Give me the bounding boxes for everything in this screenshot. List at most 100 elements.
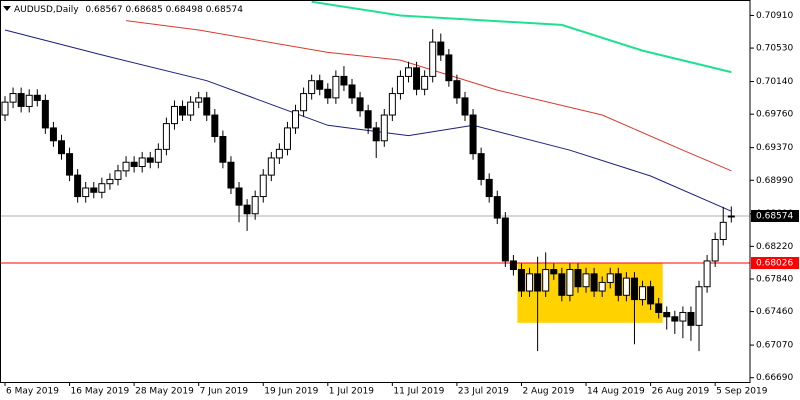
candle-body	[324, 88, 332, 99]
candle-body	[590, 273, 598, 292]
y-tick-label: 0.69760	[756, 110, 793, 120]
y-tick-label: 0.70530	[756, 44, 793, 54]
candle-body	[542, 269, 550, 292]
candle-body	[162, 123, 170, 150]
candle-body	[259, 174, 267, 198]
x-tick-label: 2 Aug 2019	[522, 387, 574, 397]
low-value: 0.68498	[166, 5, 203, 15]
candle-body	[679, 311, 687, 322]
candle-body	[82, 187, 90, 198]
candle-body	[372, 127, 380, 142]
candle-body	[227, 161, 235, 189]
candle-body	[703, 260, 711, 288]
candle-body	[17, 93, 25, 107]
candle-body	[211, 114, 219, 137]
candle-body	[187, 101, 195, 116]
x-tick-label: 19 Jun 2019	[264, 387, 318, 397]
moving-average	[311, 0, 732, 74]
candle-body	[574, 269, 582, 288]
candle-body	[614, 273, 622, 296]
candle-body	[179, 105, 187, 116]
x-tick-label: 6 May 2019	[6, 387, 59, 397]
y-tick-label: 0.69370	[756, 143, 793, 153]
candle-body	[267, 157, 275, 176]
x-tick-label: 16 May 2019	[71, 387, 130, 397]
candle-body	[639, 286, 647, 301]
candle-body	[292, 110, 300, 129]
candle-body	[671, 316, 679, 322]
candle-body	[316, 80, 324, 90]
highlight-zone	[517, 263, 663, 323]
candle-body	[122, 161, 130, 172]
y-tick-label: 0.66690	[756, 373, 793, 383]
y-tick-label: 0.67460	[756, 307, 793, 317]
candle-body	[437, 41, 445, 56]
candle-body	[396, 75, 404, 95]
candle-body	[154, 148, 162, 163]
candle-body	[687, 311, 695, 326]
menu-icon[interactable]	[3, 6, 11, 11]
y-tick-label: 0.67840	[756, 274, 793, 284]
price-label: 0.68574	[756, 211, 793, 221]
chart-header: AUDUSD,Daily 0.68567 0.68685 0.68498 0.6…	[14, 5, 243, 15]
close-value: 0.68574	[206, 5, 243, 15]
candle-body	[453, 80, 461, 99]
x-tick-label: 14 Aug 2019	[587, 387, 645, 397]
candle-body	[49, 127, 57, 142]
candle-body	[9, 93, 17, 103]
candle-body	[308, 80, 316, 95]
candle-body	[719, 221, 727, 241]
candle-body	[461, 97, 469, 116]
candle-body	[388, 93, 396, 116]
candle-body	[727, 215, 735, 218]
candle-body	[251, 196, 259, 215]
candle-body	[235, 187, 243, 206]
candle-body	[663, 311, 671, 318]
candle-body	[655, 303, 663, 313]
candle-body	[243, 204, 251, 215]
candle-body	[517, 269, 525, 292]
candle-body	[630, 277, 638, 301]
candle-body	[138, 157, 146, 168]
candle-body	[534, 273, 542, 292]
candle-body	[275, 148, 283, 159]
y-tick-label: 0.70140	[756, 77, 793, 87]
x-tick-label: 28 May 2019	[135, 387, 194, 397]
candle-body	[332, 75, 340, 99]
candle-body	[364, 110, 372, 129]
candle-body	[429, 41, 437, 77]
candle-body	[300, 93, 308, 112]
candle-body	[25, 94, 33, 107]
candle-body	[477, 153, 485, 180]
candle-body	[485, 178, 493, 198]
candle-body	[57, 140, 65, 155]
candle-body	[33, 94, 41, 101]
x-tick-label: 11 Jul 2019	[393, 387, 444, 397]
candle-body	[66, 153, 74, 176]
candle-body	[130, 161, 138, 168]
candle-body	[380, 114, 388, 142]
x-tick-label: 7 Jun 2019	[200, 387, 249, 397]
candle-body	[74, 174, 82, 198]
y-tick-label: 0.67070	[756, 341, 793, 351]
price-label-box	[751, 209, 799, 222]
x-tick-label: 26 Aug 2019	[652, 387, 710, 397]
candle-body	[98, 183, 106, 193]
candle-body	[550, 269, 558, 275]
candle-body	[598, 281, 606, 292]
candle-body	[469, 114, 477, 155]
high-value: 0.68685	[126, 5, 163, 15]
candle-body	[195, 97, 203, 103]
level-label: 0.68026	[756, 259, 793, 269]
candle-body	[695, 286, 703, 326]
candle-body	[622, 277, 630, 296]
candle-body	[509, 260, 517, 271]
candle-body	[1, 101, 9, 116]
plot-area	[0, 0, 750, 352]
candle-body	[219, 135, 227, 163]
candle-body	[170, 105, 178, 125]
candle-body	[356, 97, 364, 112]
